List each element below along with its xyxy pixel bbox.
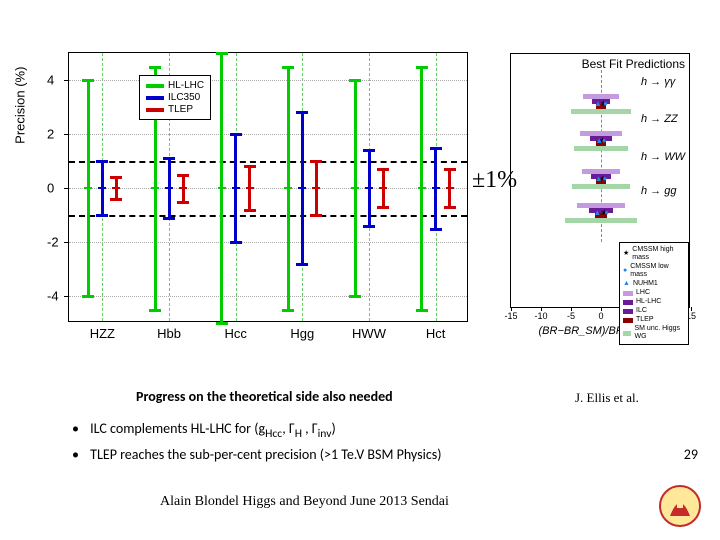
bestfit-marker: ▲ xyxy=(594,99,602,108)
bullet1-text: ILC complements HL-LHC for (gHcc, ΓH , Γ… xyxy=(90,420,336,437)
one-percent-label: ±1% xyxy=(472,167,517,194)
xtick: HZZ xyxy=(90,326,115,341)
legend-label: NUHM1 xyxy=(633,280,658,288)
bestfit-marker: ● xyxy=(604,208,609,217)
slide-footer: Alain Blondel Higgs and Beyond June 2013… xyxy=(160,494,449,510)
precision-ylabel: Precision (%) xyxy=(13,67,28,144)
bestfit-marker: ● xyxy=(603,99,608,108)
precision-chart: Precision (%) -4-2024HZZHbbHccHggHWWHctH… xyxy=(10,40,480,360)
legend-label: TLEP xyxy=(636,316,654,324)
bestfit-plot-area: Best Fit Predictions-15-10-5051015(BR−BR… xyxy=(510,53,690,308)
legend-label: TLEP xyxy=(168,104,193,115)
xtick: HWW xyxy=(352,326,386,341)
legend-label: LHC xyxy=(636,289,650,297)
legend-label: CMSSM low mass xyxy=(630,263,685,279)
row-label: h → γγ xyxy=(641,76,675,88)
institution-logo-icon xyxy=(658,484,702,528)
bestfit-marker: ▲ xyxy=(595,174,603,183)
legend-label: ILC350 xyxy=(168,92,200,103)
precision-legend: HL-LHCILC350TLEP xyxy=(139,75,211,120)
bullet-ilc: • ILC complements HL-LHC for (gHcc, ΓH ,… xyxy=(72,420,336,441)
xtick: Hbb xyxy=(157,326,181,341)
bestfit-bar xyxy=(571,109,631,114)
bestfit-legend: ★CMSSM high mass●CMSSM low mass▲NUHM1LHC… xyxy=(619,242,689,345)
bestfit-marker: ▲ xyxy=(593,208,601,217)
bestfit-marker: ● xyxy=(602,174,607,183)
row-label: h → gg xyxy=(641,185,676,197)
bestfit-bar xyxy=(572,184,630,189)
xtick: -15 xyxy=(504,311,517,321)
ytick: 2 xyxy=(47,127,54,142)
ytick: 0 xyxy=(47,181,54,196)
legend-label: HL-LHC xyxy=(636,298,661,306)
bullet2-text: TLEP reaches the sub-per-cent precision … xyxy=(90,446,441,463)
xtick: 0 xyxy=(598,311,603,321)
ytick: -4 xyxy=(47,289,59,304)
xtick: -5 xyxy=(567,311,575,321)
bestfit-chart: Best Fit Predictions-15-10-5051015(BR−BR… xyxy=(490,53,715,363)
row-label: h → WW xyxy=(641,151,685,163)
xtick: Hct xyxy=(426,326,446,341)
bestfit-bar xyxy=(565,218,637,223)
xtick: -10 xyxy=(534,311,547,321)
caption-progress: Progress on the theoretical side also ne… xyxy=(136,388,393,405)
precision-plot-area: -4-2024HZZHbbHccHggHWWHctHL-LHCILC350TLE… xyxy=(68,52,468,322)
bestfit-marker: ▲ xyxy=(595,136,603,145)
legend-label: SM unc. Higgs WG xyxy=(634,325,685,341)
xtick: Hcc xyxy=(224,326,246,341)
bestfit-title: Best Fit Predictions xyxy=(582,57,685,71)
bestfit-bar xyxy=(574,146,628,151)
attribution: J. Ellis et al. xyxy=(575,390,639,406)
row-label: h → ZZ xyxy=(641,113,678,125)
legend-label: ILC xyxy=(636,307,647,315)
ytick: -2 xyxy=(47,235,59,250)
ytick: 4 xyxy=(47,73,54,88)
xtick: Hgg xyxy=(290,326,314,341)
legend-label: HL-LHC xyxy=(168,80,204,91)
page-number: 29 xyxy=(684,446,698,463)
legend-label: CMSSM high mass xyxy=(632,246,685,262)
bullet-tlep: • TLEP reaches the sub-per-cent precisio… xyxy=(72,446,441,463)
